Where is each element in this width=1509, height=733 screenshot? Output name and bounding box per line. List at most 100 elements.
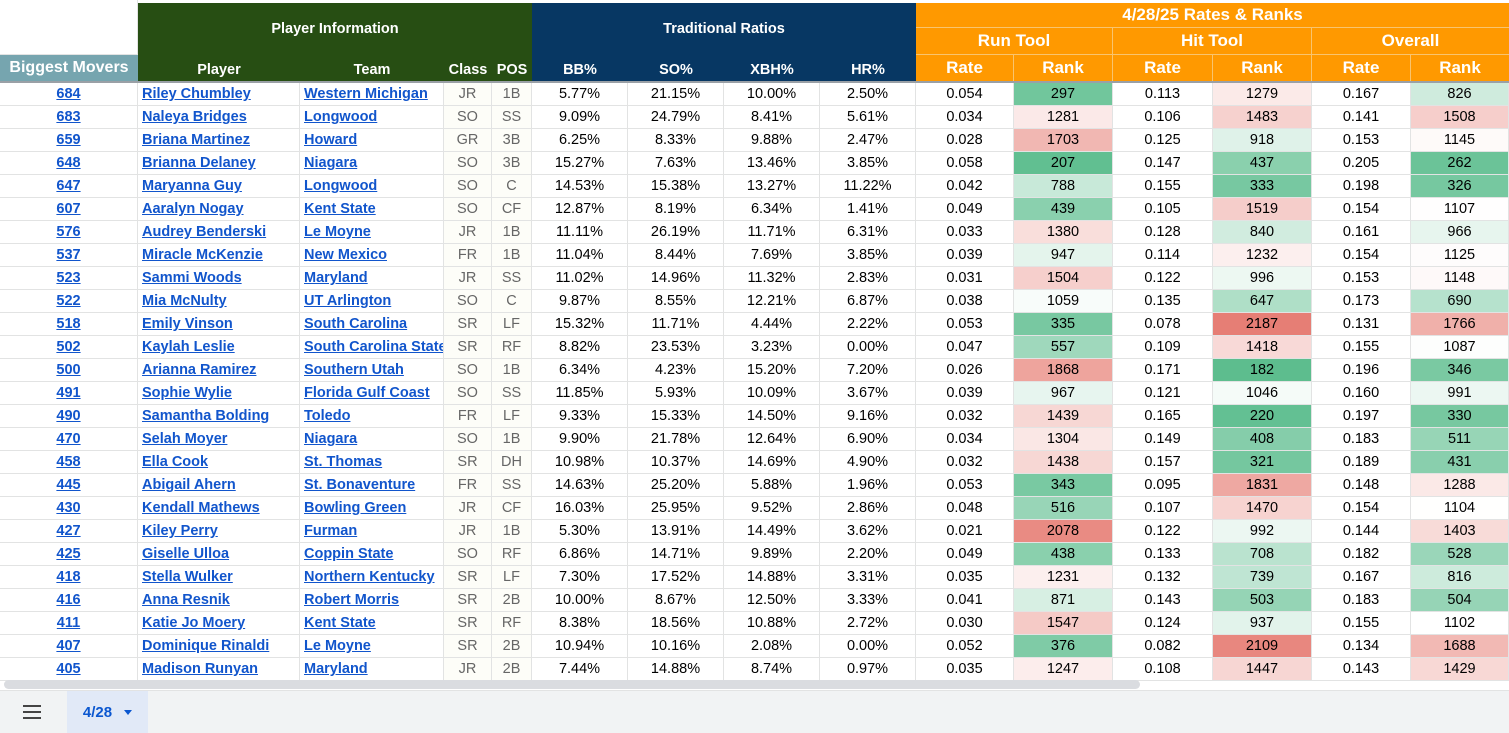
player-name-link[interactable]: Aaralyn Nogay (138, 198, 300, 221)
team-link[interactable]: Niagara (300, 428, 444, 451)
team-link[interactable]: Kent State (300, 198, 444, 221)
player-name-link[interactable]: Selah Moyer (138, 428, 300, 451)
team-link[interactable]: Maryland (300, 658, 444, 681)
player-name-link[interactable]: Samantha Bolding (138, 405, 300, 428)
team-link[interactable]: Robert Morris (300, 589, 444, 612)
run-rank-cell: 947 (1014, 244, 1113, 267)
mover-cell[interactable]: 490 (0, 405, 138, 428)
player-name-link[interactable]: Audrey Benderski (138, 221, 300, 244)
mover-cell[interactable]: 430 (0, 497, 138, 520)
team-link[interactable]: St. Thomas (300, 451, 444, 474)
team-link[interactable]: Le Moyne (300, 635, 444, 658)
so-pct-cell: 15.33% (628, 405, 724, 428)
player-name-link[interactable]: Abigail Ahern (138, 474, 300, 497)
bb-pct-cell: 6.25% (532, 129, 628, 152)
mover-cell[interactable]: 647 (0, 175, 138, 198)
team-link[interactable]: Toledo (300, 405, 444, 428)
mover-cell[interactable]: 522 (0, 290, 138, 313)
player-name-link[interactable]: Arianna Ramirez (138, 359, 300, 382)
mover-cell[interactable]: 648 (0, 152, 138, 175)
team-link[interactable]: Maryland (300, 267, 444, 290)
overall-rank-cell: 511 (1411, 428, 1509, 451)
team-header: Team (300, 55, 444, 81)
mover-cell[interactable]: 458 (0, 451, 138, 474)
mover-cell[interactable]: 684 (0, 83, 138, 106)
player-name-link[interactable]: Kaylah Leslie (138, 336, 300, 359)
run-rate-cell: 0.058 (916, 152, 1014, 175)
mover-cell[interactable]: 537 (0, 244, 138, 267)
pos-cell: LF (492, 313, 532, 336)
player-name-link[interactable]: Kiley Perry (138, 520, 300, 543)
mover-cell[interactable]: 683 (0, 106, 138, 129)
team-link[interactable]: South Carolina (300, 313, 444, 336)
mover-cell[interactable]: 659 (0, 129, 138, 152)
mover-cell[interactable]: 500 (0, 359, 138, 382)
team-link[interactable]: South Carolina State (300, 336, 444, 359)
spreadsheet-grid[interactable]: Player Information Traditional Ratios 4/28… (0, 0, 1509, 681)
mover-cell[interactable]: 576 (0, 221, 138, 244)
mover-cell[interactable]: 445 (0, 474, 138, 497)
so-pct-cell: 10.37% (628, 451, 724, 474)
player-name-link[interactable]: Katie Jo Moery (138, 612, 300, 635)
team-link[interactable]: UT Arlington (300, 290, 444, 313)
team-link[interactable]: Longwood (300, 106, 444, 129)
team-link[interactable]: Bowling Green (300, 497, 444, 520)
team-link[interactable]: Western Michigan (300, 83, 444, 106)
player-name-link[interactable]: Anna Resnik (138, 589, 300, 612)
team-link[interactable]: Kent State (300, 612, 444, 635)
team-link[interactable]: Niagara (300, 152, 444, 175)
pos-cell: CF (492, 198, 532, 221)
player-name-link[interactable]: Naleya Bridges (138, 106, 300, 129)
player-name-link[interactable]: Brianna Delaney (138, 152, 300, 175)
caret-down-icon[interactable] (124, 709, 133, 715)
team-link[interactable]: Howard (300, 129, 444, 152)
team-link[interactable]: St. Bonaventure (300, 474, 444, 497)
player-name-link[interactable]: Riley Chumbley (138, 83, 300, 106)
team-link[interactable]: New Mexico (300, 244, 444, 267)
team-link[interactable]: Longwood (300, 175, 444, 198)
mover-cell[interactable]: 470 (0, 428, 138, 451)
mover-cell[interactable]: 405 (0, 658, 138, 681)
team-link[interactable]: Southern Utah (300, 359, 444, 382)
mover-cell[interactable]: 502 (0, 336, 138, 359)
sheet-tab-label: 4/28 (82, 703, 113, 721)
mover-cell[interactable]: 425 (0, 543, 138, 566)
xbh-pct-cell: 9.88% (724, 129, 820, 152)
all-sheets-menu-icon[interactable] (20, 703, 44, 721)
team-link[interactable]: Le Moyne (300, 221, 444, 244)
overall-rank-cell: 504 (1411, 589, 1509, 612)
hit-rate-cell: 0.133 (1113, 543, 1213, 566)
team-link[interactable]: Coppin State (300, 543, 444, 566)
mover-cell[interactable]: 416 (0, 589, 138, 612)
mover-cell[interactable]: 523 (0, 267, 138, 290)
mover-cell[interactable]: 418 (0, 566, 138, 589)
team-link[interactable]: Florida Gulf Coast (300, 382, 444, 405)
mover-cell[interactable]: 518 (0, 313, 138, 336)
sheet-tab-4-28[interactable]: 4/28 (67, 691, 148, 733)
player-name-link[interactable]: Mia McNulty (138, 290, 300, 313)
run-rate-cell: 0.041 (916, 589, 1014, 612)
player-name-link[interactable]: Miracle McKenzie (138, 244, 300, 267)
mover-cell[interactable]: 411 (0, 612, 138, 635)
player-name-link[interactable]: Ella Cook (138, 451, 300, 474)
player-name-link[interactable]: Dominique Rinaldi (138, 635, 300, 658)
player-name-link[interactable]: Kendall Mathews (138, 497, 300, 520)
player-name-link[interactable]: Maryanna Guy (138, 175, 300, 198)
player-name-link[interactable]: Briana Martinez (138, 129, 300, 152)
team-link[interactable]: Northern Kentucky (300, 566, 444, 589)
run-rank-cell: 1703 (1014, 129, 1113, 152)
pos-header: POS (492, 55, 532, 81)
mover-cell[interactable]: 491 (0, 382, 138, 405)
horizontal-scrollbar[interactable] (4, 680, 1140, 689)
bb-pct-cell: 14.53% (532, 175, 628, 198)
player-name-link[interactable]: Emily Vinson (138, 313, 300, 336)
team-link[interactable]: Furman (300, 520, 444, 543)
player-name-link[interactable]: Sophie Wylie (138, 382, 300, 405)
player-name-link[interactable]: Giselle Ulloa (138, 543, 300, 566)
player-name-link[interactable]: Madison Runyan (138, 658, 300, 681)
mover-cell[interactable]: 607 (0, 198, 138, 221)
player-name-link[interactable]: Stella Wulker (138, 566, 300, 589)
mover-cell[interactable]: 427 (0, 520, 138, 543)
player-name-link[interactable]: Sammi Woods (138, 267, 300, 290)
mover-cell[interactable]: 407 (0, 635, 138, 658)
